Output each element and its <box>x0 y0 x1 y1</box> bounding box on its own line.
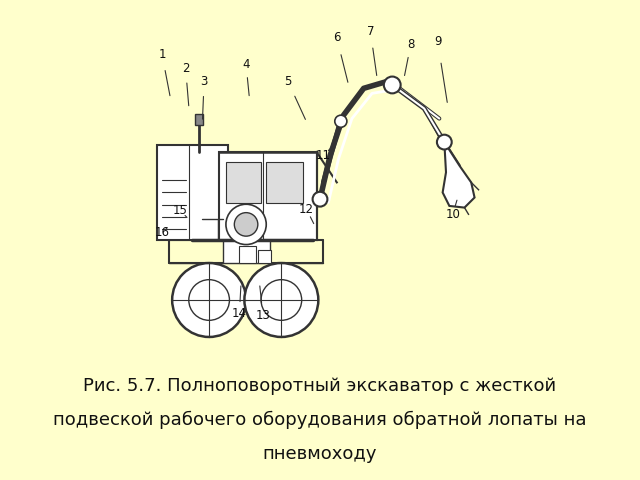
Text: 16: 16 <box>155 226 170 240</box>
Text: 14: 14 <box>232 307 247 320</box>
Circle shape <box>384 77 401 93</box>
Text: 15: 15 <box>173 204 188 217</box>
Text: 6: 6 <box>333 31 340 45</box>
Text: 5: 5 <box>284 75 292 88</box>
Text: 7: 7 <box>367 24 374 38</box>
Text: 4: 4 <box>243 58 250 72</box>
Text: 1: 1 <box>158 48 166 61</box>
Circle shape <box>234 213 258 236</box>
Text: 13: 13 <box>255 309 270 322</box>
Bar <box>226 162 261 203</box>
Text: Рис. 5.7. Полноповоротный экскаватор с жесткой: Рис. 5.7. Полноповоротный экскаватор с ж… <box>83 377 557 396</box>
Text: 10: 10 <box>445 208 460 221</box>
Circle shape <box>335 115 347 127</box>
Circle shape <box>226 204 266 245</box>
Circle shape <box>189 280 230 320</box>
Text: 11: 11 <box>316 149 331 162</box>
Circle shape <box>312 192 328 206</box>
Bar <box>258 250 271 263</box>
Bar <box>220 152 317 240</box>
Circle shape <box>437 135 452 149</box>
Bar <box>195 113 203 125</box>
Bar <box>157 145 228 240</box>
Bar <box>239 246 256 263</box>
Text: 12: 12 <box>299 203 314 216</box>
Text: 9: 9 <box>434 35 442 48</box>
Text: подвеской рабочего оборудования обратной лопаты на: подвеской рабочего оборудования обратной… <box>53 411 587 429</box>
Polygon shape <box>443 142 475 208</box>
Circle shape <box>172 263 246 337</box>
Bar <box>223 240 269 263</box>
Circle shape <box>244 263 318 337</box>
Bar <box>266 162 303 203</box>
Circle shape <box>261 280 301 320</box>
Text: 8: 8 <box>407 38 415 51</box>
Text: 2: 2 <box>182 61 189 75</box>
Text: 3: 3 <box>200 75 208 88</box>
Text: пневмоходу: пневмоходу <box>263 444 377 463</box>
